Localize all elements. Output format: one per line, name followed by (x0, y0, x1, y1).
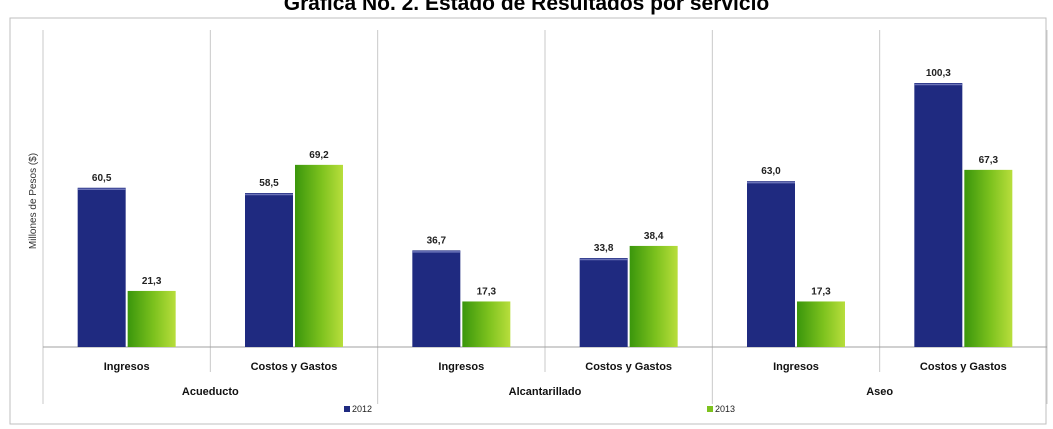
data-label: 36,7 (427, 235, 447, 246)
data-label: 67,3 (979, 155, 999, 166)
data-label: 63,0 (761, 166, 781, 177)
category-label: Ingresos (773, 361, 819, 373)
legend-label-2012: 2012 (352, 404, 372, 414)
bar-2013 (462, 301, 511, 347)
data-label: 38,4 (644, 231, 664, 242)
bar-2013 (797, 301, 845, 347)
group-label: Aseo (866, 386, 893, 398)
data-label: 21,3 (142, 276, 162, 287)
data-label: 69,2 (309, 150, 329, 161)
plot-area: 60,5 21,3 Ingresos 58,5 69,2 Costos y Gastos 3… (42, 30, 1048, 404)
data-label: 58,5 (259, 178, 279, 189)
bar-2012 (579, 258, 628, 347)
bar-2013 (964, 169, 1013, 347)
category-label: Ingresos (438, 361, 484, 373)
y-axis-label: Millones de Pesos ($) (28, 153, 39, 249)
chart-frame (9, 17, 1047, 425)
bar-2012 (77, 187, 126, 347)
bar-2012 (914, 83, 963, 347)
category-label: Costos y Gastos (251, 361, 338, 373)
bar-2012 (245, 193, 293, 347)
group-label: Acueducto (182, 386, 239, 398)
category-label: Ingresos (104, 361, 150, 373)
legend-swatch-2012 (344, 406, 350, 412)
group-label: Alcantarillado (509, 386, 582, 398)
bar-2012 (747, 181, 795, 347)
category-label: Costos y Gastos (585, 361, 672, 373)
bar-2013 (629, 245, 678, 347)
legend-label-2013: 2013 (715, 404, 735, 414)
data-label: 100,3 (926, 68, 951, 79)
data-label: 33,8 (594, 243, 614, 254)
bar-2013 (127, 290, 176, 347)
data-label: 60,5 (92, 173, 112, 184)
category-label: Costos y Gastos (920, 361, 1007, 373)
data-label: 17,3 (811, 286, 831, 297)
bar-2012 (412, 250, 461, 347)
bar-2013 (295, 164, 343, 347)
chart-title: Gráfica No. 2. Estado de Resultados por … (283, 0, 770, 15)
legend: 2012 2013 (344, 404, 735, 414)
legend-swatch-2013 (707, 406, 713, 412)
data-label: 17,3 (477, 286, 497, 297)
